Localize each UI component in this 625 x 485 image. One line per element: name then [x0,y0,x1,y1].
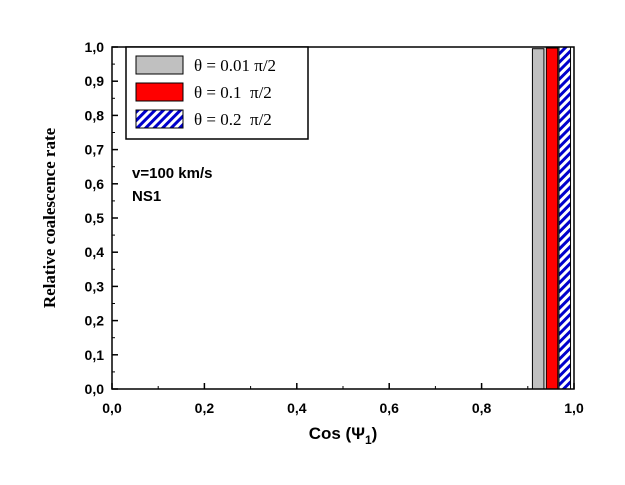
x-tick-label: 1,0 [564,400,584,416]
annotation-velocity: v=100 km/s [132,165,213,182]
y-tick-label: 0,8 [85,107,105,123]
bar-series-3 [558,46,572,390]
y-tick-label: 0,9 [85,73,105,89]
y-tick-label: 0,4 [85,244,105,260]
y-tick-label: 0,5 [85,210,105,226]
x-axis-title-main: Cos (Ψ [309,424,365,443]
bar-series-2 [545,47,559,390]
x-axis-title-close: ) [372,424,378,443]
legend-label: θ = 0.2 π/2 [194,110,272,129]
y-axis-title: Relative coalescence rate [40,127,59,308]
x-axis-title-subscript: 1 [365,433,372,447]
legend-swatch [135,109,184,129]
bar-series-1 [531,48,545,390]
x-tick-label: 0,8 [472,400,492,416]
y-tick-label: 0,0 [85,381,105,397]
bars [531,46,572,390]
y-tick-label: 0,2 [85,313,105,329]
x-tick-label: 0,6 [379,400,399,416]
legend-label: θ = 0.1 π/2 [194,83,272,102]
y-tick-label: 0,6 [85,176,105,192]
legend-label: θ = 0.01 π/2 [194,56,276,75]
legend: θ = 0.01 π/2 θ = 0.1 π/2 θ = 0.2 π/2 [125,46,309,140]
x-tick-label: 0,4 [287,400,307,416]
x-tick-label: 0,0 [102,400,122,416]
y-tick-label: 1,0 [85,39,105,55]
annotation-model: NS1 [132,188,161,205]
legend-swatch [135,55,184,75]
ticks: 0,0 0,2 0,4 0,6 0,8 1,0 0,0 0,1 0,2 0,3 0,4 0,5 0,6 0… [85,39,584,416]
legend-swatch [135,82,184,102]
x-tick-label: 0,2 [195,400,215,416]
x-axis-title: Cos (Ψ1) [309,424,378,447]
y-tick-label: 0,7 [85,142,105,158]
y-tick-label: 0,3 [85,278,105,294]
y-tick-label: 0,1 [85,347,105,363]
